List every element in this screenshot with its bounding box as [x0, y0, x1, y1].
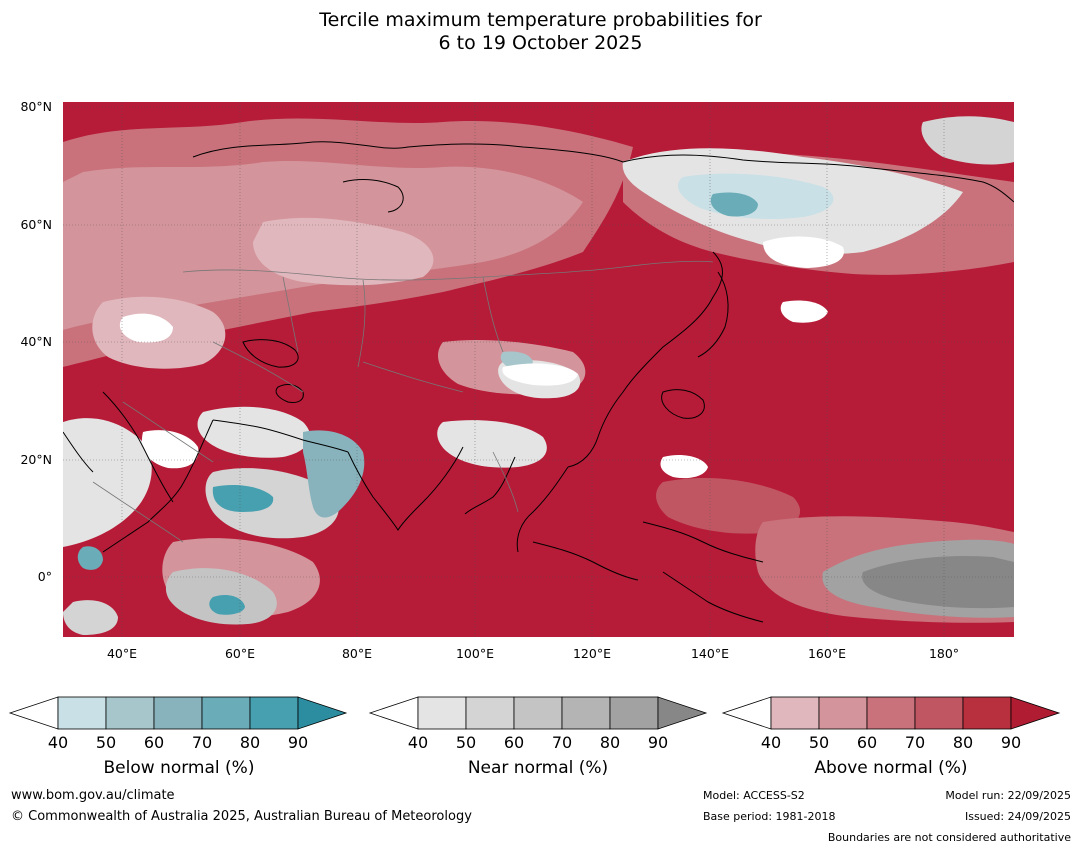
above-tick-70: 70	[904, 733, 926, 752]
colorbar-cell	[914, 696, 964, 730]
colorbar-cell	[561, 696, 611, 730]
colorbar-cell	[249, 696, 299, 730]
lon-label-180: 180°	[928, 646, 960, 661]
above-tick-50: 50	[808, 733, 830, 752]
below-tick-70: 70	[191, 733, 213, 752]
country-borders	[92, 260, 714, 543]
near-tick-60: 60	[503, 733, 525, 752]
colorbar-lower-triangle	[368, 696, 419, 730]
colorbar-lower-triangle	[721, 696, 772, 730]
colorbar-cell	[513, 696, 563, 730]
coastlines	[63, 141, 1014, 623]
near-normal-title: Near normal (%)	[467, 758, 609, 778]
below-normal-regions	[77, 173, 834, 615]
colorbar-cell	[201, 696, 251, 730]
near-tick-50: 50	[455, 733, 477, 752]
above-tick-90: 90	[1000, 733, 1022, 752]
graticule	[63, 102, 1014, 637]
colorbar-cell	[609, 696, 659, 730]
colorbar-cell	[465, 696, 515, 730]
lon-label-140e: 140°E	[690, 646, 729, 661]
lat-label-80n: 80°N	[20, 99, 52, 114]
colorbar-cell	[105, 696, 155, 730]
near-tick-40: 40	[407, 733, 429, 752]
above-normal-colorbar-svg	[721, 696, 1061, 730]
below-tick-60: 60	[143, 733, 165, 752]
near-tick-70: 70	[551, 733, 573, 752]
title-line-1: Tercile maximum temperature probabilitie…	[319, 9, 762, 31]
below-tick-90: 90	[287, 733, 309, 752]
below-tick-40: 40	[47, 733, 69, 752]
lat-label-60n: 60°N	[20, 217, 52, 232]
above-tick-40: 40	[760, 733, 782, 752]
title-line-2: 6 to 19 October 2025	[438, 32, 643, 54]
near-normal-colorbar-svg	[368, 696, 708, 730]
colorbar-cell	[818, 696, 868, 730]
lat-label-40n: 40°N	[20, 334, 52, 349]
near-normal-colorbar	[368, 695, 708, 731]
copyright-text: © Commonwealth of Australia 2025, Austra…	[11, 809, 472, 824]
colorbar-upper-triangle	[657, 696, 708, 730]
above-tick-60: 60	[856, 733, 878, 752]
near-tick-90: 90	[647, 733, 669, 752]
issued-text: Issued: 24/09/2025	[964, 810, 1071, 823]
above-tick-80: 80	[952, 733, 974, 752]
map-title: Tercile maximum temperature probabilitie…	[0, 9, 1081, 55]
colorbar-cell	[770, 696, 820, 730]
below-tick-50: 50	[95, 733, 117, 752]
white-patches	[119, 236, 844, 479]
probability-map	[63, 102, 1014, 637]
lat-label-0: 0°	[37, 569, 52, 584]
lon-label-40e: 40°E	[106, 646, 138, 661]
base-period-text: Base period: 1981-2018	[703, 810, 836, 823]
above-normal-title: Above normal (%)	[814, 758, 968, 778]
below-normal-colorbar	[8, 695, 348, 731]
disclaimer-text: Boundaries are not considered authoritat…	[827, 831, 1071, 844]
colorbar-upper-triangle	[297, 696, 348, 730]
lon-label-80e: 80°E	[341, 646, 373, 661]
colorbar-upper-triangle	[1010, 696, 1061, 730]
map-canvas	[63, 102, 1014, 637]
colorbar-lower-triangle	[8, 696, 59, 730]
colorbar-cell	[57, 696, 107, 730]
colorbar-cell	[962, 696, 1012, 730]
below-tick-80: 80	[239, 733, 261, 752]
model-text: Model: ACCESS-S2	[703, 789, 805, 802]
model-run-text: Model run: 22/09/2025	[945, 789, 1071, 802]
website-link[interactable]: www.bom.gov.au/climate	[11, 788, 175, 803]
lon-label-120e: 120°E	[572, 646, 611, 661]
lon-label-100e: 100°E	[455, 646, 494, 661]
near-tick-80: 80	[599, 733, 621, 752]
lon-label-60e: 60°E	[224, 646, 256, 661]
colorbar-cell	[417, 696, 467, 730]
lon-label-160e: 160°E	[807, 646, 846, 661]
above-normal-colorbar	[721, 695, 1061, 731]
colorbar-cell	[866, 696, 916, 730]
below-normal-title: Below normal (%)	[103, 758, 255, 778]
lat-label-20n: 20°N	[20, 452, 52, 467]
below-normal-colorbar-svg	[8, 696, 348, 730]
colorbar-cell	[153, 696, 203, 730]
